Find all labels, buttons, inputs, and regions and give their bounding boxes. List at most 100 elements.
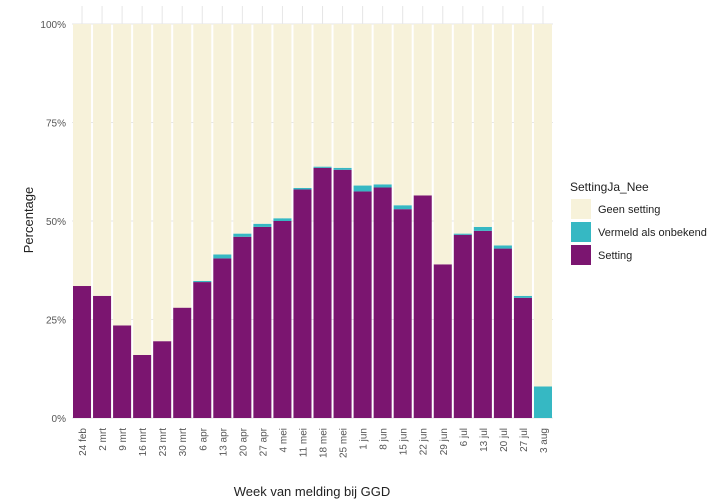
x-tick-label: 27 jul (519, 428, 530, 452)
bar-segment-geen-setting (513, 24, 532, 296)
x-tick-label: 23 mrt (158, 428, 169, 457)
y-tick-label: 100% (40, 20, 66, 31)
bar-segment-geen-setting (493, 24, 512, 246)
x-tick-label: 24 feb (78, 428, 89, 456)
bar-segment-setting (273, 221, 292, 418)
bar-segment-setting (513, 297, 532, 418)
bar-segment-setting (373, 187, 392, 418)
bar-segment-setting (193, 282, 212, 418)
bar-segment-vermeld-als-onbekend (253, 223, 272, 227)
legend-label-geen-setting: Geen setting (598, 204, 660, 216)
bar-segment-vermeld-als-onbekend (393, 205, 412, 210)
x-axis: 24 feb 2 mrt 9 mrt 16 mrt 23 mrt 30 mrt 6 apr 1… (78, 427, 550, 458)
bar-segment-setting (253, 226, 272, 418)
x-tick-label: 13 apr (218, 427, 229, 456)
bar-segment-geen-setting (233, 24, 252, 234)
bar-segment-vermeld-als-onbekend (293, 187, 312, 190)
bar-segment-vermeld-als-onbekend (373, 184, 392, 188)
bars (73, 24, 552, 418)
bar-segment-setting (433, 264, 452, 418)
bar-segment-setting (133, 354, 152, 418)
bar-segment-geen-setting (253, 24, 272, 224)
x-tick-label: 18 mei (319, 428, 330, 458)
bar-segment-geen-setting (373, 24, 392, 185)
legend-label-vermeld-als-onbekend: Vermeld als onbekend (598, 227, 707, 239)
bar-segment-setting (333, 169, 352, 418)
x-tick-label: 11 mei (298, 428, 309, 457)
bar-segment-setting (473, 230, 492, 418)
x-tick-label: 27 apr (258, 427, 269, 456)
bar-segment-setting (233, 236, 252, 418)
bar-segment-setting (73, 286, 92, 418)
bar-segment-geen-setting (533, 24, 552, 387)
y-tick-label: 50% (46, 217, 66, 228)
bar-segment-setting (493, 248, 512, 418)
x-tick-label: 2 mrt (98, 428, 109, 451)
x-tick-label: 16 mrt (138, 428, 149, 457)
bar-segment-geen-setting (473, 24, 492, 227)
bar-segment-vermeld-als-onbekend (333, 167, 352, 170)
bar-segment-geen-setting (393, 24, 412, 206)
x-tick-label: 6 jul (459, 428, 470, 446)
legend-title: SettingJa_Nee (570, 180, 649, 194)
x-tick-label: 20 jul (499, 428, 510, 452)
bar-segment-vermeld-als-onbekend (313, 166, 332, 168)
y-tick-label: 25% (46, 316, 66, 327)
x-tick-label: 22 jun (419, 428, 430, 455)
bar-segment-geen-setting (113, 24, 132, 326)
x-tick-label: 6 apr (198, 427, 209, 450)
bar-segment-setting (293, 189, 312, 418)
x-tick-label: 9 mrt (118, 428, 129, 451)
y-axis-label: Percentage (21, 187, 36, 254)
x-tick-label: 30 mrt (178, 428, 189, 457)
bar-segment-setting (413, 195, 432, 418)
bar-segment-geen-setting (313, 24, 332, 167)
bar-segment-setting (113, 325, 132, 418)
bar-segment-vermeld-als-onbekend (213, 254, 232, 259)
bar-segment-vermeld-als-onbekend (533, 386, 552, 418)
bar-segment-geen-setting (333, 24, 352, 168)
bar-segment-vermeld-als-onbekend (193, 280, 212, 283)
x-tick-label: 25 mei (339, 428, 350, 458)
bar-segment-geen-setting (93, 24, 112, 296)
y-tick-label: 0% (52, 414, 67, 425)
bar-segment-geen-setting (433, 24, 452, 265)
bar-segment-setting (93, 295, 112, 418)
bar-segment-setting (313, 167, 332, 418)
bar-segment-setting (453, 234, 472, 418)
legend-label-setting: Setting (598, 250, 632, 262)
x-tick-label: 3 aug (539, 428, 550, 453)
y-tick-label: 75% (46, 119, 66, 130)
bar-segment-vermeld-als-onbekend (273, 218, 292, 221)
bar-segment-geen-setting (453, 24, 472, 234)
y-axis: 0% 25% 50% 75% 100% (40, 20, 66, 425)
x-tick-label: 29 jun (439, 428, 450, 455)
bar-segment-geen-setting (173, 24, 192, 308)
x-axis-label: Week van melding bij GGD (234, 484, 391, 499)
x-tick-label: 15 jun (399, 428, 410, 455)
bar-segment-setting (213, 258, 232, 418)
bar-segment-setting (393, 209, 412, 418)
x-tick-label: 13 jul (479, 428, 490, 452)
bar-segment-vermeld-als-onbekend (233, 233, 252, 237)
bar-segment-geen-setting (153, 24, 172, 342)
x-tick-label: 4 mei (278, 428, 289, 452)
bar-segment-geen-setting (413, 24, 432, 196)
bar-segment-geen-setting (213, 24, 232, 255)
legend-swatch-geen-setting (571, 199, 591, 219)
bar-segment-geen-setting (193, 24, 212, 281)
x-tick-label: 20 apr (238, 427, 249, 456)
legend-swatch-setting (571, 245, 591, 265)
bar-segment-setting (173, 307, 192, 418)
bar-segment-geen-setting (273, 24, 292, 219)
bar-segment-geen-setting (73, 24, 92, 287)
bar-segment-setting (153, 341, 172, 418)
x-tick-label: 1 jun (359, 428, 370, 450)
bar-segment-vermeld-als-onbekend (473, 226, 492, 231)
bar-segment-geen-setting (133, 24, 152, 355)
bar-segment-setting (353, 191, 372, 418)
legend: SettingJa_Nee Geen setting Vermeld als on… (570, 180, 707, 265)
bar-segment-vermeld-als-onbekend (493, 245, 512, 249)
bar-segment-vermeld-als-onbekend (353, 185, 372, 192)
